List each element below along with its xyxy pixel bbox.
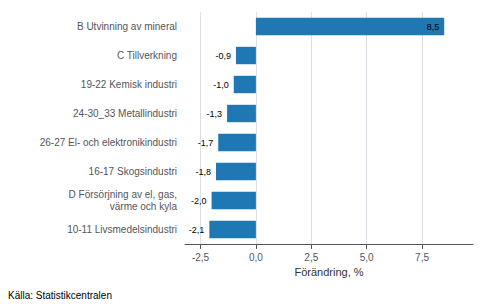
svg-text:B Utvinning av mineral: B Utvinning av mineral	[77, 21, 177, 32]
svg-text:-1,8: -1,8	[195, 167, 211, 177]
svg-text:2,5: 2,5	[304, 252, 318, 263]
svg-text:-1,7: -1,7	[198, 138, 214, 148]
svg-text:värme och kyla: värme och kyla	[110, 201, 178, 212]
svg-text:-0,9: -0,9	[215, 51, 231, 61]
svg-text:-2,5: -2,5	[192, 252, 210, 263]
svg-text:Källa: Statistikcentralen: Källa: Statistikcentralen	[8, 290, 112, 301]
svg-text:24-30_33 Metallindustri: 24-30_33 Metallindustri	[73, 108, 177, 119]
svg-text:19-22 Kemisk industri: 19-22 Kemisk industri	[81, 79, 177, 90]
svg-text:Förändring, %: Förändring, %	[294, 266, 363, 278]
svg-text:7,5: 7,5	[415, 252, 429, 263]
svg-text:-2,1: -2,1	[189, 225, 205, 235]
svg-text:-2,0: -2,0	[191, 196, 207, 206]
svg-text:26-27 El- och elektronikindust: 26-27 El- och elektronikindustri	[40, 137, 177, 148]
svg-text:-1,0: -1,0	[213, 80, 229, 90]
svg-text:10-11 Livsmedelsindustri: 10-11 Livsmedelsindustri	[67, 224, 177, 235]
svg-text:8,5: 8,5	[427, 22, 440, 32]
svg-text:5,0: 5,0	[360, 252, 374, 263]
svg-text:D Försörjning av el, gas,: D Försörjning av el, gas,	[69, 189, 177, 200]
svg-text:16-17 Skogsindustri: 16-17 Skogsindustri	[89, 166, 177, 177]
svg-text:-1,3: -1,3	[207, 109, 223, 119]
svg-text:0,0: 0,0	[249, 252, 263, 263]
svg-text:C Tillverkning: C Tillverkning	[117, 50, 177, 61]
